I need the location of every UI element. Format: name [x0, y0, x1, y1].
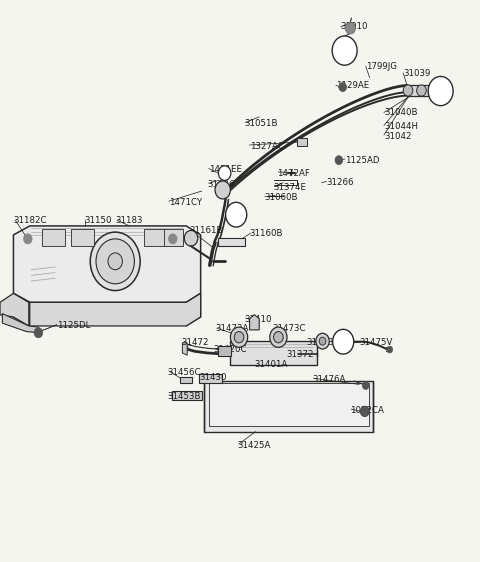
Circle shape [90, 232, 140, 291]
Text: 31475V: 31475V [359, 338, 393, 347]
Circle shape [403, 85, 413, 96]
Text: 1472AF: 1472AF [277, 169, 310, 178]
Circle shape [346, 22, 355, 34]
Text: 31401A: 31401A [254, 360, 288, 369]
Circle shape [34, 328, 43, 338]
Circle shape [274, 332, 283, 343]
Text: 31040B: 31040B [384, 108, 418, 117]
Polygon shape [180, 377, 192, 383]
Circle shape [335, 156, 343, 165]
Polygon shape [186, 293, 201, 326]
Circle shape [230, 327, 248, 347]
Bar [218, 346, 231, 356]
Polygon shape [204, 381, 373, 432]
Polygon shape [13, 226, 201, 302]
Circle shape [362, 382, 369, 389]
Polygon shape [182, 343, 187, 355]
Bar [71, 229, 94, 246]
Polygon shape [199, 374, 222, 383]
Polygon shape [407, 85, 430, 96]
Circle shape [215, 181, 230, 199]
Polygon shape [0, 293, 29, 326]
Text: A: A [437, 87, 444, 96]
Circle shape [360, 406, 369, 416]
Text: 31420C: 31420C [214, 345, 247, 354]
Circle shape [184, 230, 198, 246]
Text: B: B [340, 337, 347, 346]
Text: 1471EE: 1471EE [209, 165, 242, 174]
Polygon shape [30, 293, 201, 326]
Text: 31036: 31036 [207, 180, 235, 189]
Polygon shape [2, 314, 38, 333]
Bar [42, 229, 65, 246]
Text: 31183: 31183 [115, 216, 143, 225]
Circle shape [168, 234, 177, 244]
Text: 31010: 31010 [341, 22, 368, 31]
Text: 31425A: 31425A [238, 441, 271, 450]
Text: 31473C: 31473C [273, 324, 306, 333]
Text: 31456C: 31456C [167, 368, 201, 377]
Circle shape [428, 76, 453, 106]
Text: 1125DL: 1125DL [57, 321, 90, 330]
Text: 31266: 31266 [326, 178, 354, 187]
Text: 31039: 31039 [403, 69, 431, 78]
Text: 31430: 31430 [199, 373, 227, 382]
Text: 31160B: 31160B [250, 229, 283, 238]
Text: 31044H: 31044H [384, 122, 418, 131]
Text: 31051B: 31051B [245, 119, 278, 128]
Text: 31042: 31042 [384, 132, 411, 140]
Text: 31410: 31410 [245, 315, 272, 324]
Text: 31453B: 31453B [167, 392, 201, 401]
Circle shape [339, 83, 347, 92]
Polygon shape [430, 85, 436, 96]
Text: 31473T: 31473T [306, 338, 339, 347]
Text: 31161B: 31161B [190, 226, 223, 235]
Text: 1327AC: 1327AC [250, 142, 283, 151]
Circle shape [270, 327, 287, 347]
Text: 1022CA: 1022CA [350, 406, 384, 415]
Text: 31374E: 31374E [274, 183, 307, 192]
Polygon shape [209, 383, 369, 426]
Circle shape [319, 337, 326, 345]
Polygon shape [250, 315, 259, 330]
Circle shape [333, 329, 354, 354]
Bar [297, 138, 307, 146]
Text: 1799JG: 1799JG [366, 62, 397, 71]
Text: 31060B: 31060B [264, 193, 298, 202]
Circle shape [108, 253, 122, 270]
Text: 1471CY: 1471CY [169, 198, 202, 207]
Text: 1125AD: 1125AD [345, 156, 379, 165]
Polygon shape [218, 238, 245, 246]
Polygon shape [230, 341, 317, 365]
Circle shape [387, 346, 393, 353]
Text: 31476A: 31476A [312, 375, 346, 384]
Circle shape [24, 234, 32, 244]
Text: 31150: 31150 [84, 216, 111, 225]
Circle shape [96, 239, 134, 284]
Text: 31473A: 31473A [215, 324, 249, 333]
Polygon shape [172, 391, 202, 400]
Circle shape [316, 333, 329, 349]
Text: B: B [233, 210, 240, 219]
Bar [144, 229, 167, 246]
Circle shape [234, 332, 244, 343]
Text: 1129AE: 1129AE [336, 81, 369, 90]
Text: A: A [341, 46, 348, 55]
Circle shape [332, 36, 357, 65]
Circle shape [226, 202, 247, 227]
Text: 31472: 31472 [181, 338, 209, 347]
Text: 31372: 31372 [286, 350, 313, 359]
Text: 31182C: 31182C [13, 216, 47, 225]
Circle shape [417, 85, 426, 96]
Bar [164, 229, 183, 246]
Polygon shape [13, 293, 30, 326]
Circle shape [218, 166, 231, 180]
